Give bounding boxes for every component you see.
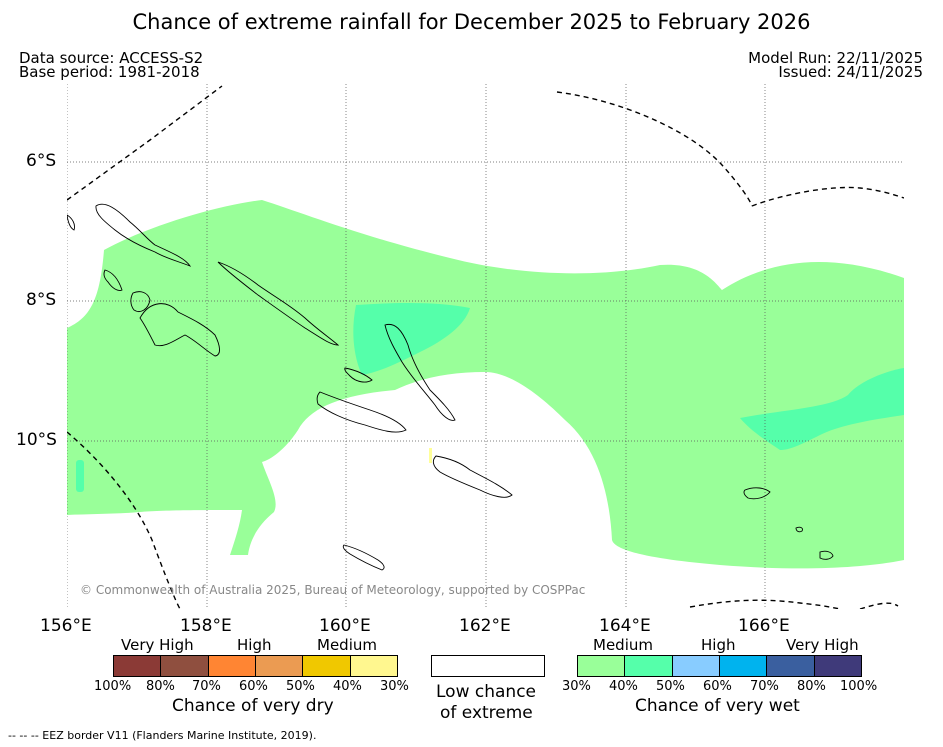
- dry-tick-30: 30%: [380, 679, 409, 694]
- dry-tick-80: 80%: [146, 679, 175, 694]
- wet-swatch-3: [719, 655, 768, 677]
- wet-swatch-1: [624, 655, 673, 677]
- data-source: Data source: ACCESS-S2: [19, 49, 204, 67]
- wet-tick-70: 70%: [750, 679, 779, 694]
- map-title: Chance of extreme rainfall for December …: [132, 10, 811, 34]
- low-chance-swatch: [431, 655, 545, 677]
- dry-swatch-1: [160, 655, 209, 677]
- lon-label-162e: 162°E: [459, 616, 511, 636]
- dry-group-high: High: [237, 636, 272, 654]
- wet-swatch-2: [671, 655, 720, 677]
- model-run: Model Run: 22/11/2025: [748, 49, 923, 67]
- wet-tick-30: 30%: [562, 679, 591, 694]
- base-period: Base period: 1981-2018: [19, 63, 200, 81]
- lon-label-158e: 158°E: [180, 616, 232, 636]
- lon-label-156e: 156°E: [40, 616, 92, 636]
- wet-swatch-5: [813, 655, 862, 677]
- wet-medium-high-region: [353, 303, 470, 375]
- dry-colorbar: [113, 655, 398, 677]
- wet-tick-80: 80%: [797, 679, 826, 694]
- dry-group-very-high: Very High: [121, 636, 194, 654]
- wet-medium-high-region-east: [740, 368, 904, 450]
- dry-group-medium: Medium: [317, 636, 377, 654]
- eez-border-footnote: -- -- -- EEZ border V11 (Flanders Marine…: [8, 729, 317, 742]
- lon-label-164e: 164°E: [599, 616, 651, 636]
- dry-swatch-0: [113, 655, 162, 677]
- wet-colorbar: [577, 655, 862, 677]
- eez-border: [67, 85, 904, 609]
- wet-tick-40: 40%: [609, 679, 638, 694]
- wet-medium-region: [67, 200, 904, 569]
- dry-swatch-5: [349, 655, 398, 677]
- dry-legend-title: Chance of very dry: [172, 696, 334, 716]
- dry-swatch-4: [302, 655, 351, 677]
- copyright-credit: © Commonwealth of Australia 2025, Bureau…: [80, 583, 586, 597]
- lat-label-8s: 8°S: [26, 290, 57, 310]
- wet-swatch-0: [577, 655, 626, 677]
- dry-tick-40: 40%: [333, 679, 362, 694]
- dry-tick-100: 100%: [94, 679, 132, 694]
- wet-tick-50: 50%: [656, 679, 685, 694]
- wet-group-medium: Medium: [593, 636, 653, 654]
- issued-date: Issued: 24/11/2025: [778, 63, 923, 81]
- dry-tick-70: 70%: [192, 679, 221, 694]
- islands: [67, 203, 834, 571]
- wet-group-high: High: [701, 636, 736, 654]
- wet-legend-title: Chance of very wet: [635, 696, 800, 716]
- low-chance-label-line1: Low chance: [436, 682, 536, 702]
- dry-mark: [429, 448, 432, 463]
- lon-label-160e: 160°E: [319, 616, 371, 636]
- lon-label-166e: 166°E: [738, 616, 790, 636]
- dry-tick-60: 60%: [239, 679, 268, 694]
- wet-group-very-high: Very High: [786, 636, 859, 654]
- wet-tick-60: 60%: [703, 679, 732, 694]
- wet-strip-west: [76, 460, 84, 492]
- dry-swatch-2: [207, 655, 256, 677]
- wet-tick-100: 100%: [840, 679, 878, 694]
- wet-swatch-4: [766, 655, 815, 677]
- dry-swatch-3: [255, 655, 304, 677]
- low-chance-label-line2: of extreme: [440, 703, 533, 723]
- lat-label-10s: 10°S: [16, 430, 57, 450]
- dry-tick-50: 50%: [286, 679, 315, 694]
- lat-label-6s: 6°S: [26, 151, 57, 171]
